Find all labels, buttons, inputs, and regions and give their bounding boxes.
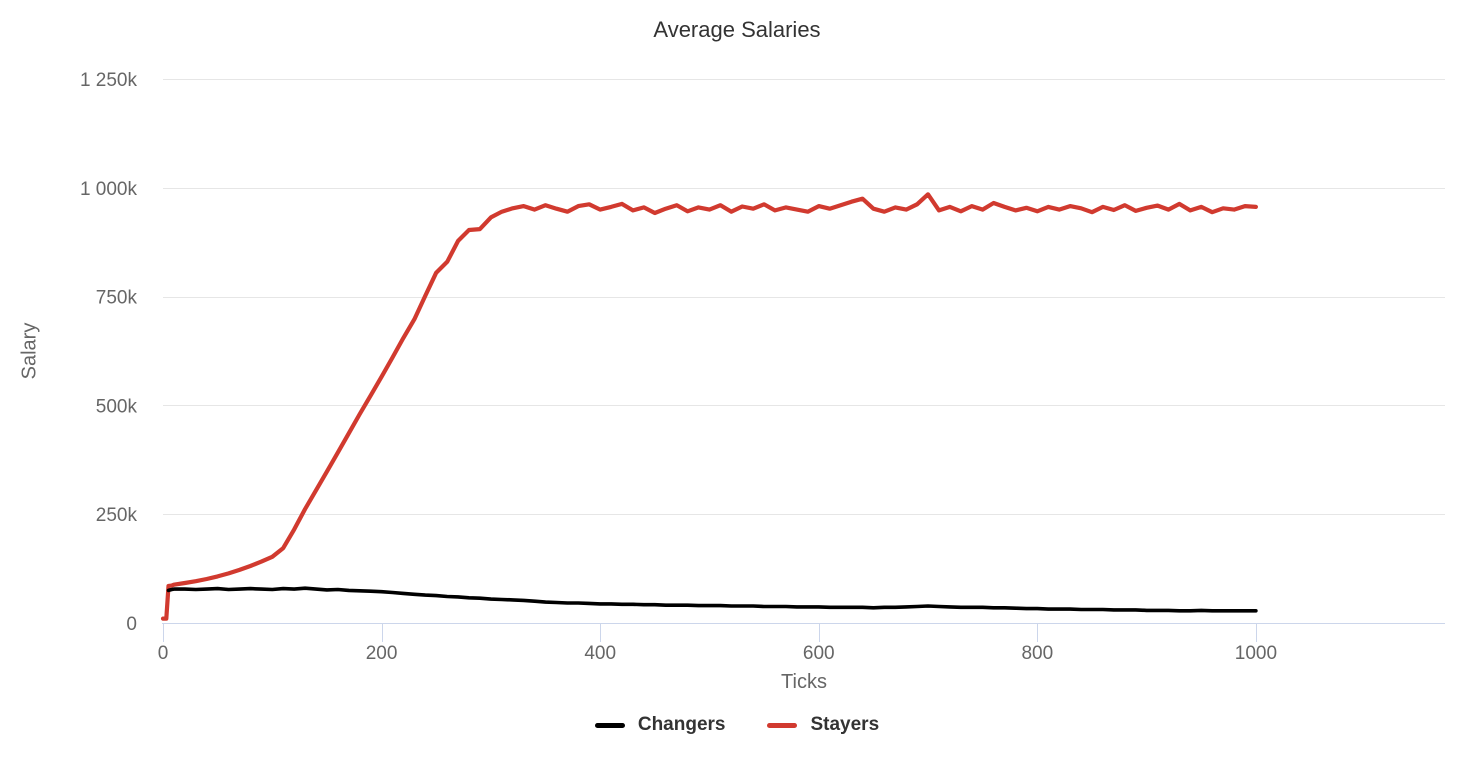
y-axis-tick-label: 250k <box>96 505 138 526</box>
x-axis-tick-label: 600 <box>803 643 835 664</box>
legend-label-stayers: Stayers <box>810 714 880 735</box>
y-axis-tick-label: 1 000k <box>80 179 138 200</box>
legend-item-stayers[interactable]: Stayers <box>767 714 879 736</box>
series-line-changers[interactable] <box>166 586 1258 613</box>
legend-label-changers: Changers <box>637 714 726 735</box>
y-axis-tick-label: 500k <box>96 396 138 417</box>
stayers-line-swatch <box>767 722 798 728</box>
chart-title: Average Salaries <box>653 17 821 42</box>
changers-line-swatch <box>594 722 625 728</box>
series-line-stayers[interactable] <box>160 192 1259 621</box>
x-axis-tick-label: 200 <box>366 643 398 664</box>
x-axis-tick-label: 400 <box>584 643 616 664</box>
x-axis-title: Ticks <box>781 671 827 693</box>
legend-item-changers[interactable]: Changers <box>594 714 726 736</box>
x-axis-tick-label: 800 <box>1021 643 1053 664</box>
x-axis-tick-label: 0 <box>158 643 169 664</box>
x-axis-tick-label: 1000 <box>1235 643 1277 664</box>
y-axis-tick-label: 1 250k <box>80 70 138 91</box>
legend: Changers Stayers <box>0 714 1474 736</box>
y-axis-tick-label: 750k <box>96 288 138 309</box>
y-axis-tick-label: 0 <box>126 614 137 635</box>
